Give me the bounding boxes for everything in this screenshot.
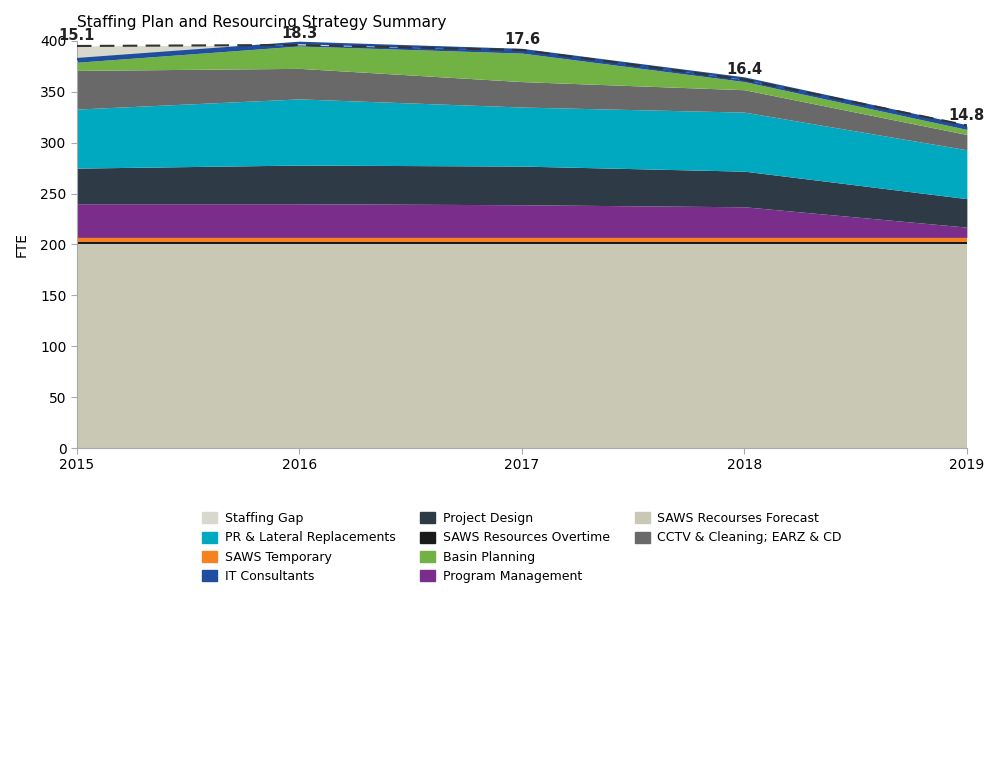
- Text: 14.8: 14.8: [949, 108, 985, 123]
- Text: 16.4: 16.4: [726, 62, 762, 76]
- Text: Staffing Plan and Resourcing Strategy Summary: Staffing Plan and Resourcing Strategy Su…: [77, 15, 446, 30]
- Text: 15.1: 15.1: [59, 28, 95, 43]
- Text: 17.6: 17.6: [504, 32, 540, 47]
- Y-axis label: FTE: FTE: [15, 232, 29, 257]
- Legend: Staffing Gap, PR & Lateral Replacements, SAWS Temporary, IT Consultants, Project: Staffing Gap, PR & Lateral Replacements,…: [197, 507, 847, 588]
- Text: 18.3: 18.3: [281, 26, 318, 41]
